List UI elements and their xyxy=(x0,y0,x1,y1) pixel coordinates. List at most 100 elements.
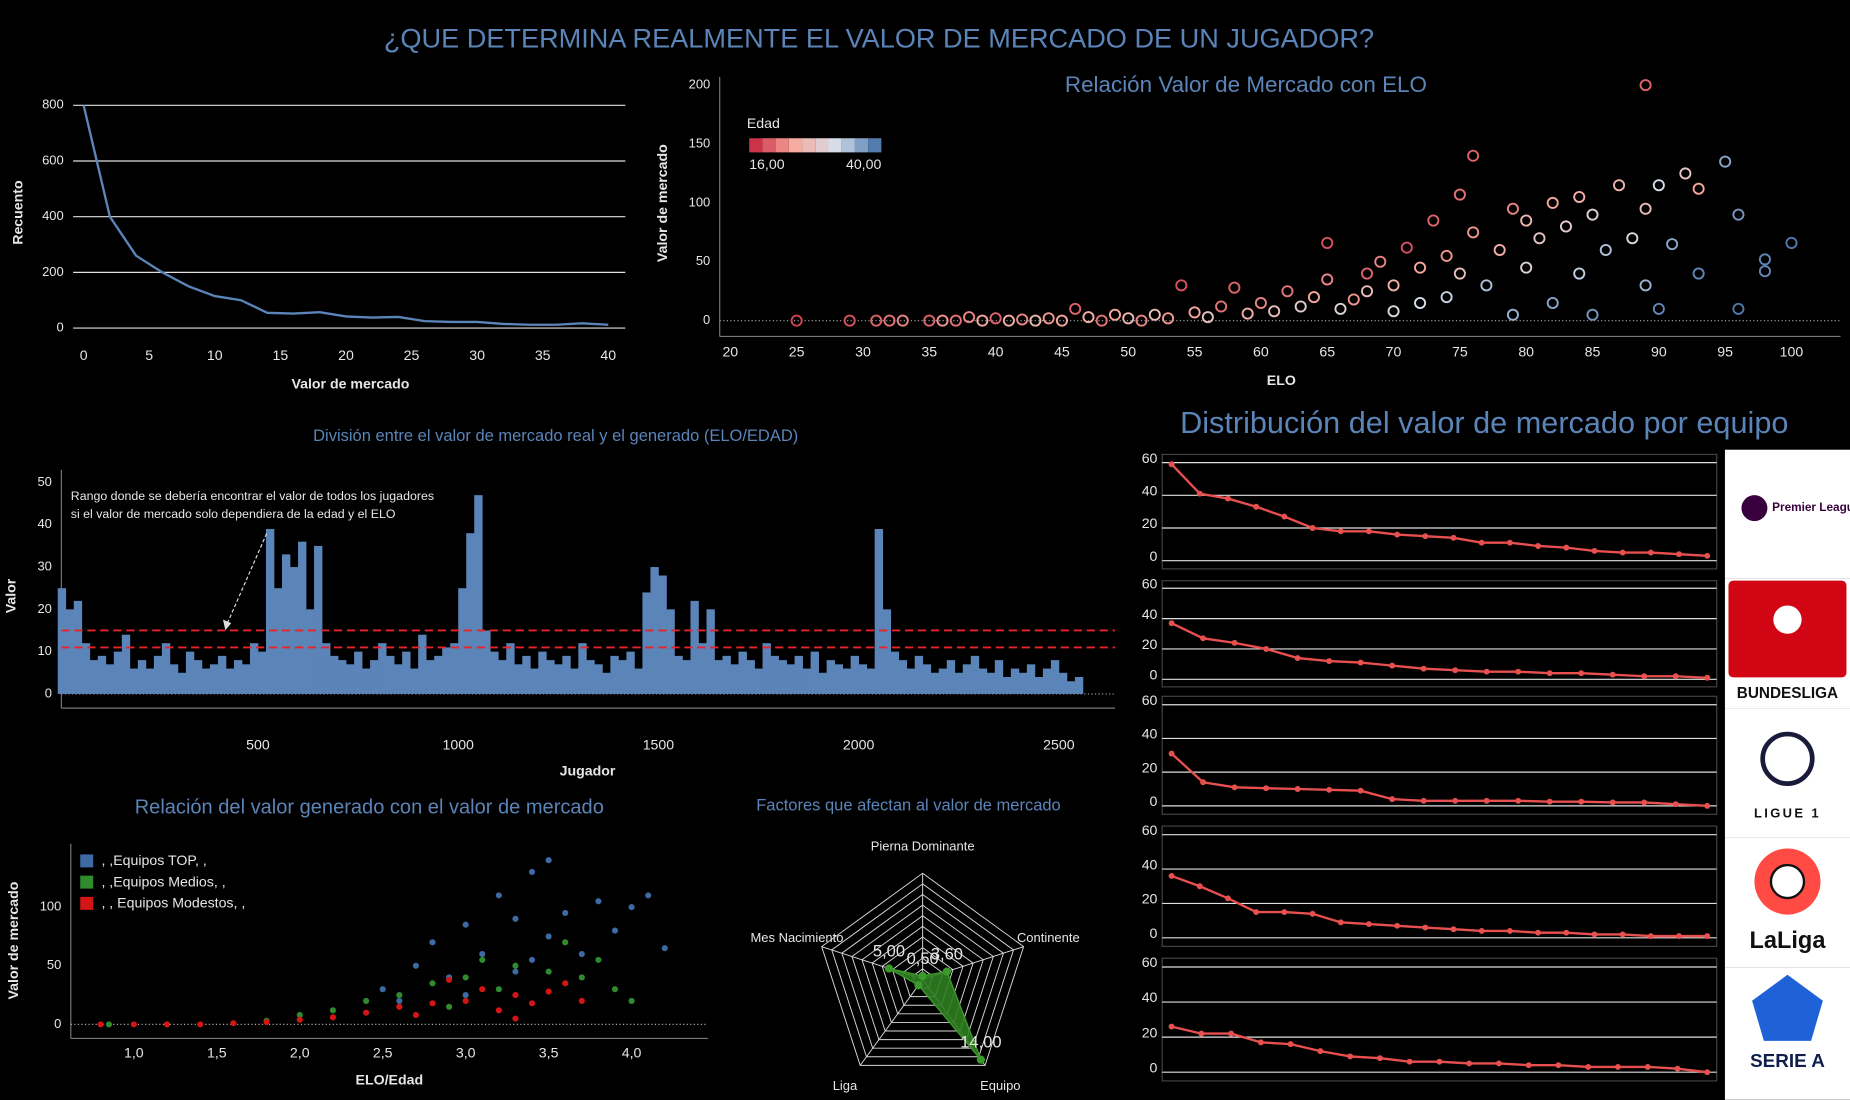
team-point xyxy=(230,1020,237,1027)
player-bar xyxy=(201,668,211,694)
y-tick-label: 10 xyxy=(37,643,51,658)
player-point xyxy=(949,314,962,327)
player-bar xyxy=(538,651,547,694)
x-tick-label: 85 xyxy=(1585,344,1601,360)
team-point xyxy=(1389,796,1396,803)
legend-swatch xyxy=(762,138,776,153)
team-point xyxy=(462,974,469,981)
y-tick-label: 20 xyxy=(37,601,51,616)
team-point xyxy=(1674,1065,1681,1072)
player-bar xyxy=(225,668,235,694)
player-bar xyxy=(722,655,731,694)
team-point xyxy=(1515,797,1522,804)
player-bar xyxy=(153,655,163,694)
player-point xyxy=(1387,279,1400,292)
y-tick-label: 60 xyxy=(1142,822,1158,838)
team-point xyxy=(1168,1023,1175,1030)
radar-point xyxy=(884,964,894,973)
player-point xyxy=(976,314,989,327)
y-tick-label: 0 xyxy=(1150,925,1158,941)
player-bar xyxy=(762,643,771,694)
team-point xyxy=(1257,1039,1264,1046)
logo-emblem xyxy=(1752,974,1823,1041)
y-tick-label: 40 xyxy=(1142,726,1158,742)
player-point xyxy=(896,314,909,327)
team-point xyxy=(1365,528,1372,535)
x-tick-label: 2,0 xyxy=(290,1045,310,1061)
x-tick-label: 100 xyxy=(1780,344,1804,360)
y-tick-label: 50 xyxy=(37,474,51,489)
team-point xyxy=(1263,785,1270,792)
team-point xyxy=(495,892,502,899)
team-point xyxy=(495,986,502,993)
player-bar xyxy=(282,554,291,694)
player-point xyxy=(1467,226,1480,239)
legend-swatch xyxy=(749,138,763,153)
player-point xyxy=(1162,312,1175,325)
team-point xyxy=(1578,670,1585,677)
radar-spoke xyxy=(859,979,924,1066)
annotation: Rango donde se debería encontrar el valo… xyxy=(71,489,434,503)
player-point xyxy=(1467,149,1480,162)
x-tick-label: 10 xyxy=(207,347,223,363)
team-point xyxy=(1317,1048,1324,1055)
team-point xyxy=(1422,924,1429,931)
radar-ring xyxy=(871,925,974,1023)
player-bar xyxy=(826,660,835,694)
team-point xyxy=(1365,921,1372,928)
player-point xyxy=(1215,300,1228,313)
team-point xyxy=(1326,786,1333,793)
y-tick-label: 50 xyxy=(47,957,61,972)
team-point xyxy=(1546,670,1553,677)
player-point xyxy=(1294,300,1307,313)
player-point xyxy=(1002,314,1015,327)
team-point xyxy=(1483,797,1490,804)
y-tick-label: 20 xyxy=(1142,891,1158,907)
team-point xyxy=(379,986,386,993)
team-point xyxy=(462,991,469,999)
player-point xyxy=(1652,302,1665,315)
team-point xyxy=(595,898,602,905)
player-point xyxy=(1679,167,1692,180)
player-point xyxy=(1360,267,1374,280)
team-point xyxy=(329,1007,337,1014)
x-tick-label: 25 xyxy=(789,344,805,360)
player-point xyxy=(1626,232,1639,245)
legend-swatch xyxy=(868,138,882,153)
team-point xyxy=(1641,799,1648,806)
player-bar xyxy=(642,592,651,694)
player-bar xyxy=(233,660,243,694)
dashboard-title: ¿QUE DETERMINA REALMENTE EL VALOR DE MER… xyxy=(384,22,1374,53)
player-point xyxy=(1666,238,1679,251)
player-bar xyxy=(818,672,827,694)
team-point xyxy=(562,980,569,987)
logo-text: LIGUE 1 xyxy=(1754,806,1821,821)
panel-frame xyxy=(1161,580,1718,688)
player-point xyxy=(883,314,896,327)
team-point xyxy=(1394,531,1401,538)
x-tick-label: 50 xyxy=(1120,344,1136,360)
player-point xyxy=(1440,249,1453,262)
player-point xyxy=(1201,311,1214,324)
player-point xyxy=(1016,313,1029,326)
team-point xyxy=(512,968,519,975)
team-point xyxy=(1231,639,1238,646)
team-point xyxy=(1422,533,1429,540)
y-axis-title: Recuento xyxy=(10,180,26,245)
team-point xyxy=(1452,797,1459,804)
player-point xyxy=(1307,291,1320,304)
logo-text: LaLiga xyxy=(1749,927,1826,953)
team-point xyxy=(1281,513,1288,520)
player-point xyxy=(1506,308,1519,321)
player-bar xyxy=(442,647,451,694)
team-point xyxy=(1294,786,1301,792)
team-point xyxy=(1452,667,1459,674)
x-axis-title: Valor de mercado xyxy=(291,376,409,392)
player-point xyxy=(1069,302,1082,315)
player-bar xyxy=(209,664,219,694)
logo-emblem xyxy=(1769,863,1806,900)
logo-text: BUNDESLIGA xyxy=(1737,685,1838,702)
player-bar xyxy=(65,609,75,694)
player-point xyxy=(1599,243,1612,257)
